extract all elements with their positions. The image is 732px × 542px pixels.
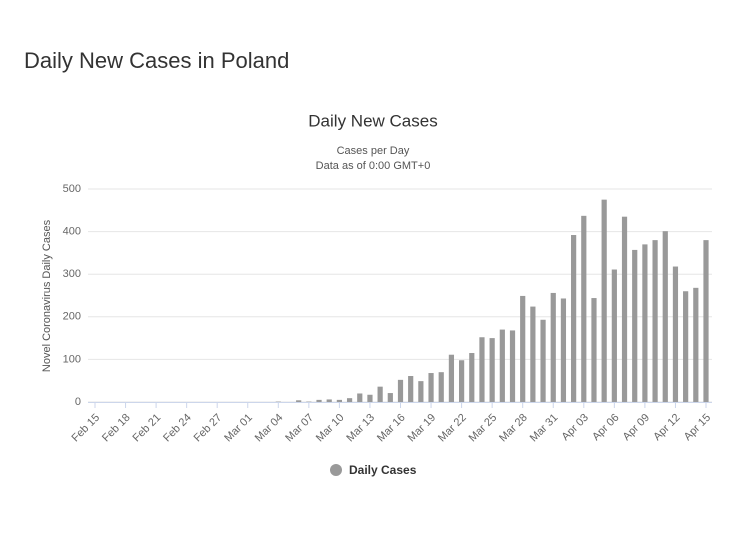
bar [663,231,668,402]
x-tick-label: Mar 25 [467,412,500,445]
bar [652,240,657,402]
x-tick-label: Mar 10 [314,412,347,445]
bar [530,307,535,402]
x-tick-label: Feb 24 [161,412,194,445]
x-tick-label: Feb 21 [131,412,164,445]
x-tick-label: Feb 15 [69,412,102,445]
bar [683,291,688,402]
y-tick-label: 500 [63,183,81,195]
bar [408,376,413,402]
bar [673,267,678,402]
bar [612,270,617,402]
bar [449,355,454,402]
x-tick-label: Mar 22 [436,412,469,445]
x-tick-label: Apr 09 [621,412,652,443]
bar [622,217,627,402]
bar [581,216,586,402]
bar [367,395,372,402]
x-tick-label: Mar 04 [253,412,286,445]
x-tick-label: Apr 03 [560,412,591,443]
x-tick-label: Mar 07 [283,412,316,445]
bar [316,400,321,402]
bar [632,250,637,402]
bar [500,330,505,402]
bar [571,235,576,402]
bar [561,298,566,402]
bar [591,298,596,402]
bar [459,360,464,402]
bar [479,337,484,402]
bar [428,373,433,402]
chart-subtitle: Data as of 0:00 GMT+0 [316,160,431,172]
x-tick-label: Mar 19 [406,412,439,445]
bar [510,330,515,402]
bar [388,393,393,402]
bar [439,372,444,402]
bar [520,296,525,402]
bar [327,399,332,402]
chart-subtitle: Cases per Day [337,145,410,157]
bar [490,338,495,402]
page-title: Daily New Cases in Poland [24,48,289,73]
bar [357,393,362,402]
bar [347,398,352,402]
x-tick-label: Feb 27 [192,412,225,445]
y-tick-label: 0 [75,396,81,408]
bar [418,381,423,402]
legend-label: Daily Cases [349,463,417,477]
bar [337,400,342,402]
x-tick-label: Apr 12 [651,412,682,443]
bar [469,353,474,402]
bar [540,320,545,402]
y-tick-label: 300 [63,268,81,280]
y-tick-label: 100 [63,353,81,365]
x-tick-label: Apr 06 [590,412,621,443]
x-tick-label: Mar 31 [528,412,561,445]
bar [398,380,403,402]
bar [602,200,607,402]
x-tick-label: Feb 18 [100,412,133,445]
x-tick-label: Mar 16 [375,412,408,445]
chart-title: Daily New Cases [308,111,437,130]
y-tick-label: 400 [63,226,81,238]
y-tick-label: 200 [63,311,81,323]
x-tick-label: Mar 28 [497,412,530,445]
bar [378,387,383,402]
y-axis-label: Novel Coronavirus Daily Cases [41,219,53,372]
bar [642,244,647,402]
bar [551,293,556,402]
x-tick-label: Apr 15 [682,412,713,443]
bar [703,240,708,402]
legend-marker [330,464,342,476]
bar [296,400,301,402]
x-tick-label: Mar 01 [222,412,255,445]
x-tick-label: Mar 13 [344,412,377,445]
bar [693,288,698,402]
